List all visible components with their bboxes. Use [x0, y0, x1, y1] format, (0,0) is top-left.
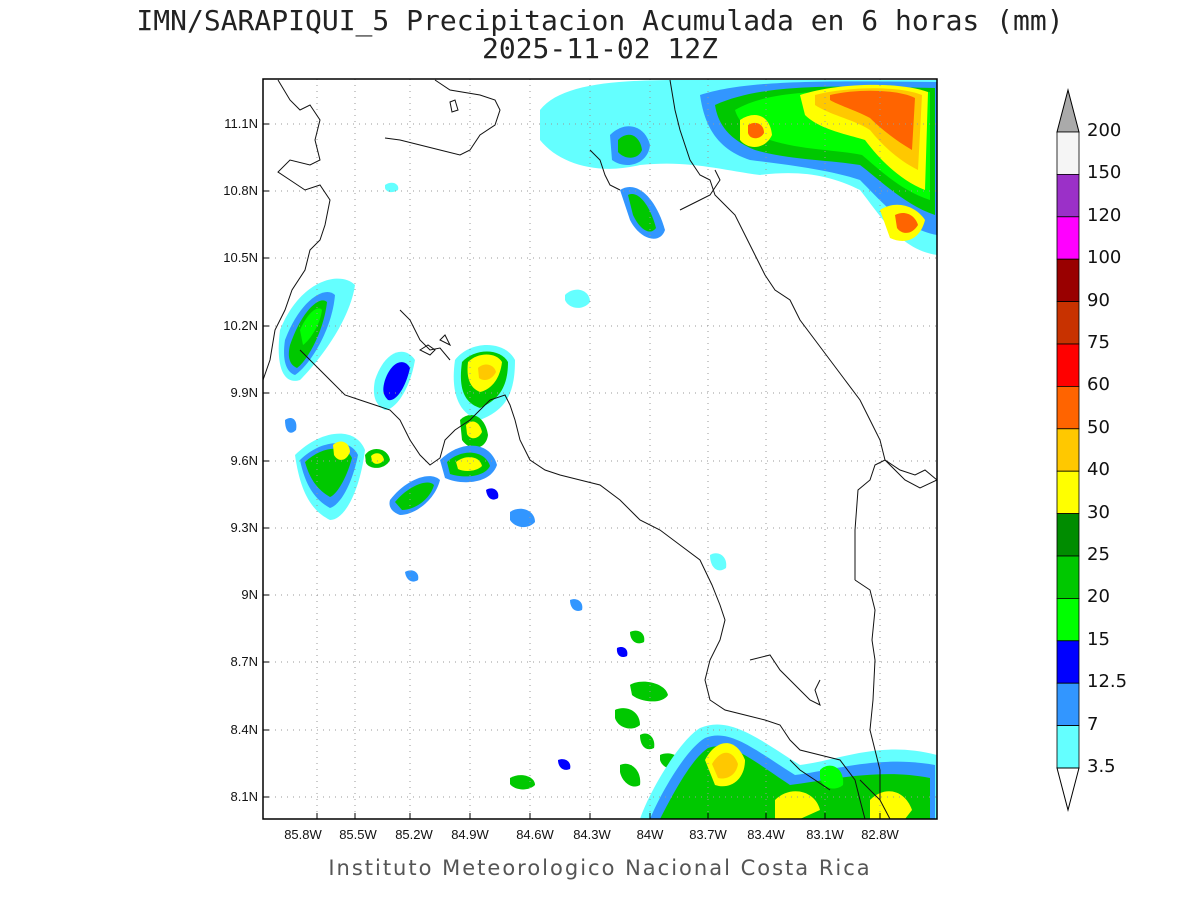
legend-value-label: 150 [1087, 162, 1122, 184]
legend-over-arrow [1056, 88, 1080, 133]
legend-value-label: 75 [1087, 332, 1110, 353]
legend-swatch [1056, 173, 1080, 218]
legend-swatch [1056, 385, 1080, 430]
legend-value-label: 30 [1087, 501, 1110, 523]
lat-label: 10.8N [223, 183, 258, 198]
legend-value-label: 25 [1087, 544, 1110, 565]
legend-swatch [1056, 343, 1080, 387]
legend-swatch [1056, 725, 1080, 769]
legend-colorbar [1056, 88, 1080, 812]
axis-ticks [263, 123, 881, 819]
lon-label: 83.1W [806, 827, 844, 842]
lat-label: 10.5N [223, 250, 258, 265]
legend-swatch [1056, 131, 1080, 175]
lon-label: 84W [636, 827, 664, 842]
legend-under-arrow [1056, 767, 1080, 812]
lon-label: 82.8W [861, 827, 899, 842]
legend-swatch [1056, 598, 1080, 642]
lon-label: 84.9W [451, 827, 489, 842]
lon-label: 83.4W [747, 827, 785, 842]
lat-label: 9.6N [230, 453, 258, 468]
legend-swatch [1056, 428, 1080, 472]
legend-value-label: 15 [1087, 628, 1110, 650]
legend-swatch [1056, 513, 1080, 557]
lon-label: 83.7W [689, 827, 727, 842]
lat-label: 9.3N [230, 520, 258, 535]
legend-value-label: 120 [1087, 204, 1122, 226]
legend-value-label: 7 [1087, 713, 1099, 735]
lon-label: 84.6W [516, 827, 554, 842]
lat-label: 10.2N [223, 318, 258, 333]
lat-label: 8.1N [230, 789, 258, 804]
lon-label: 84.3W [573, 827, 611, 842]
coastlines-borders [263, 79, 937, 819]
footer-credit: Instituto Meteorologico Nacional Costa R… [328, 856, 872, 880]
legend-swatch [1056, 555, 1080, 599]
legend-swatch [1056, 258, 1080, 303]
lat-label: 11.1N [224, 116, 258, 131]
lon-label: 85.8W [284, 827, 322, 842]
legend-swatch [1056, 301, 1080, 345]
legend-swatch [1056, 216, 1080, 260]
precip-field [278, 80, 937, 819]
legend-value-label: 90 [1087, 289, 1110, 311]
legend-value-label: 60 [1087, 374, 1110, 396]
legend-value-label: 200 [1087, 120, 1122, 141]
legend-swatch [1056, 640, 1080, 684]
legend-swatch [1056, 470, 1080, 515]
map-frame [262, 78, 938, 820]
legend-value-label: 50 [1087, 416, 1110, 438]
legend-value-label: 12.5 [1087, 671, 1128, 693]
legend-value-label: 40 [1087, 459, 1110, 481]
legend-value-label: 100 [1087, 247, 1122, 269]
grid-lines [263, 79, 937, 819]
lat-label: 8.4N [230, 722, 258, 737]
lat-label: 8.7N [230, 654, 258, 669]
map-title: IMN/SARAPIQUI_5 Precipitacion Acumulada … [136, 4, 1064, 37]
legend-value-label: 20 [1087, 586, 1110, 608]
legend-swatch [1056, 682, 1080, 727]
legend-value-label: 3.5 [1087, 756, 1116, 777]
lon-label: 85.2W [395, 827, 433, 842]
lat-label: 9.9N [230, 385, 258, 400]
lon-label: 85.5W [339, 827, 377, 842]
map-timestamp: 2025-11-02 12Z [481, 32, 718, 65]
lat-label: 9N [241, 587, 258, 602]
